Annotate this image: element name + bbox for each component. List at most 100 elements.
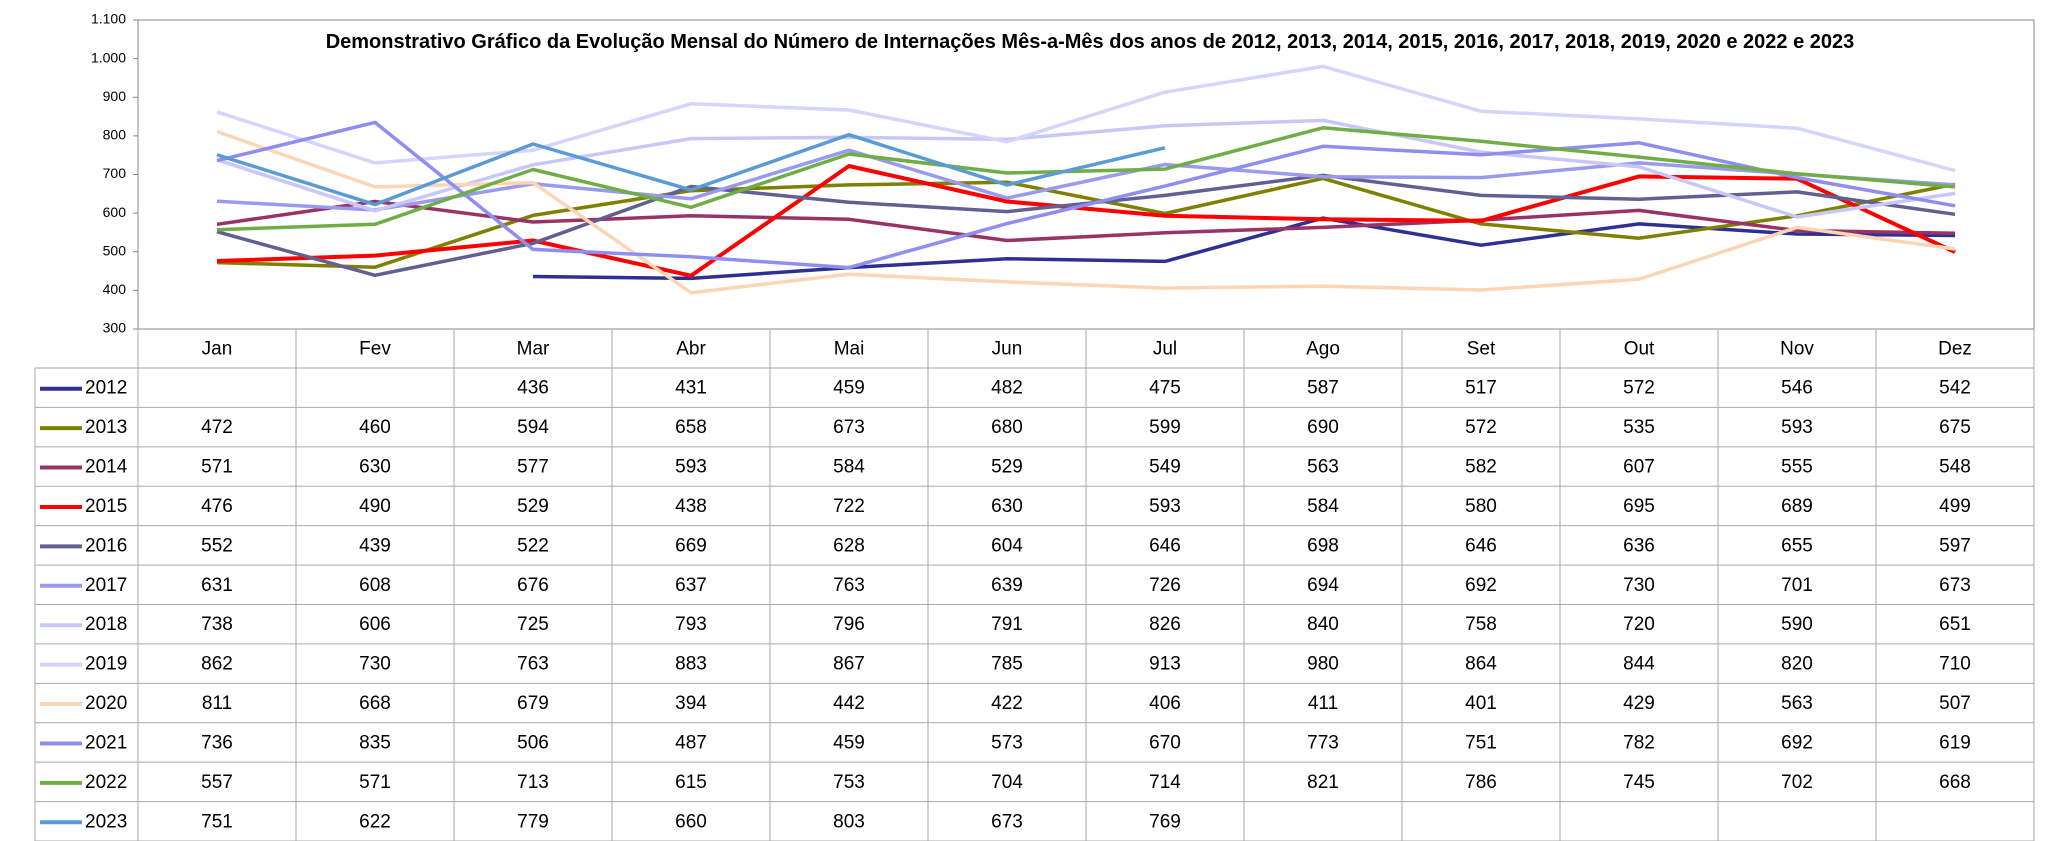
table-value: 751 [1465,732,1497,753]
table-value: 835 [359,732,391,753]
x-tick-label: Set [1467,339,1496,360]
table-value: 769 [1149,811,1181,832]
x-tick-label: Ago [1306,339,1340,360]
table-value: 753 [833,772,865,793]
table-value: 658 [675,417,707,438]
table-value: 673 [1939,575,1971,596]
table-value: 668 [1939,772,1971,793]
table-value: 552 [201,535,233,556]
table-value: 584 [1307,496,1339,517]
legend-label: 2020 [85,693,127,714]
table-value: 722 [833,496,865,517]
table-value: 692 [1465,575,1497,596]
table-value: 597 [1939,535,1971,556]
table-value: 725 [517,614,549,635]
y-tick-label: 1.000 [91,49,126,65]
table-value: 548 [1939,457,1971,478]
table-value: 529 [991,457,1023,478]
table-value: 619 [1939,732,1971,753]
x-tick-label: Jan [202,339,233,360]
x-tick-label: Abr [676,339,706,360]
table-value: 631 [201,575,233,596]
legend-label: 2012 [85,378,127,399]
table-value: 487 [675,732,707,753]
table-value: 864 [1465,654,1497,675]
table-value: 786 [1465,772,1497,793]
table-value: 736 [201,732,233,753]
table-value: 692 [1781,732,1813,753]
table-value: 587 [1307,378,1339,399]
table-value: 517 [1465,378,1497,399]
table-value: 637 [675,575,707,596]
table-value: 714 [1149,772,1181,793]
table-value: 646 [1465,535,1497,556]
table-value: 738 [201,614,233,635]
table-value: 472 [201,417,233,438]
table-value: 615 [675,772,707,793]
table-value: 791 [991,614,1023,635]
table-value: 782 [1623,732,1655,753]
table-value: 628 [833,535,865,556]
table-value: 482 [991,378,1023,399]
table-value: 563 [1307,457,1339,478]
table-value: 763 [517,654,549,675]
table-value: 862 [201,654,233,675]
legend-label: 2016 [85,535,127,556]
x-tick-label: Mar [517,339,550,360]
x-tick-label: Nov [1780,339,1814,360]
series-line [216,199,1956,243]
table-value: 459 [833,378,865,399]
table-value: 980 [1307,654,1339,675]
table-value: 475 [1149,378,1181,399]
table-value: 689 [1781,496,1813,517]
table-value: 820 [1781,654,1813,675]
table-value: 622 [359,811,391,832]
table-value: 913 [1149,654,1181,675]
y-tick-label: 900 [103,88,127,104]
table-value: 763 [833,575,865,596]
table-value: 572 [1623,378,1655,399]
y-tick-label: 500 [103,242,127,258]
legend-label: 2019 [85,654,127,675]
series-line [216,126,1956,232]
table-value: 694 [1307,575,1339,596]
table-value: 698 [1307,535,1339,556]
x-tick-label: Jul [1153,339,1177,360]
table-value: 821 [1307,772,1339,793]
x-tick-label: Fev [359,339,391,360]
table-value: 844 [1623,654,1655,675]
table-value: 695 [1623,496,1655,517]
table-value: 669 [675,535,707,556]
series-line [532,216,1956,281]
table-value: 758 [1465,614,1497,635]
table-value: 679 [517,693,549,714]
table-value: 606 [359,614,391,635]
table-value: 490 [359,496,391,517]
y-tick-label: 1.100 [91,11,126,27]
y-tick-label: 600 [103,204,127,220]
plot-border [137,19,2035,330]
table-value: 542 [1939,378,1971,399]
table-value: 651 [1939,614,1971,635]
table-value: 593 [1149,496,1181,517]
table-value: 580 [1465,496,1497,517]
table-value: 751 [201,811,233,832]
table-value: 730 [359,654,391,675]
table-value: 422 [991,693,1023,714]
table-value: 442 [833,693,865,714]
table-value: 701 [1781,575,1813,596]
table-value: 713 [517,772,549,793]
y-tick-label: 300 [103,320,127,336]
y-tick-label: 800 [103,127,127,143]
table-value: 411 [1308,693,1338,714]
table-value: 459 [833,732,865,753]
table-value: 608 [359,575,391,596]
table-value: 563 [1781,693,1813,714]
table-value: 726 [1149,575,1181,596]
table-value: 639 [991,575,1023,596]
table-value: 670 [1149,732,1181,753]
table-value: 673 [833,417,865,438]
table-value: 793 [675,614,707,635]
